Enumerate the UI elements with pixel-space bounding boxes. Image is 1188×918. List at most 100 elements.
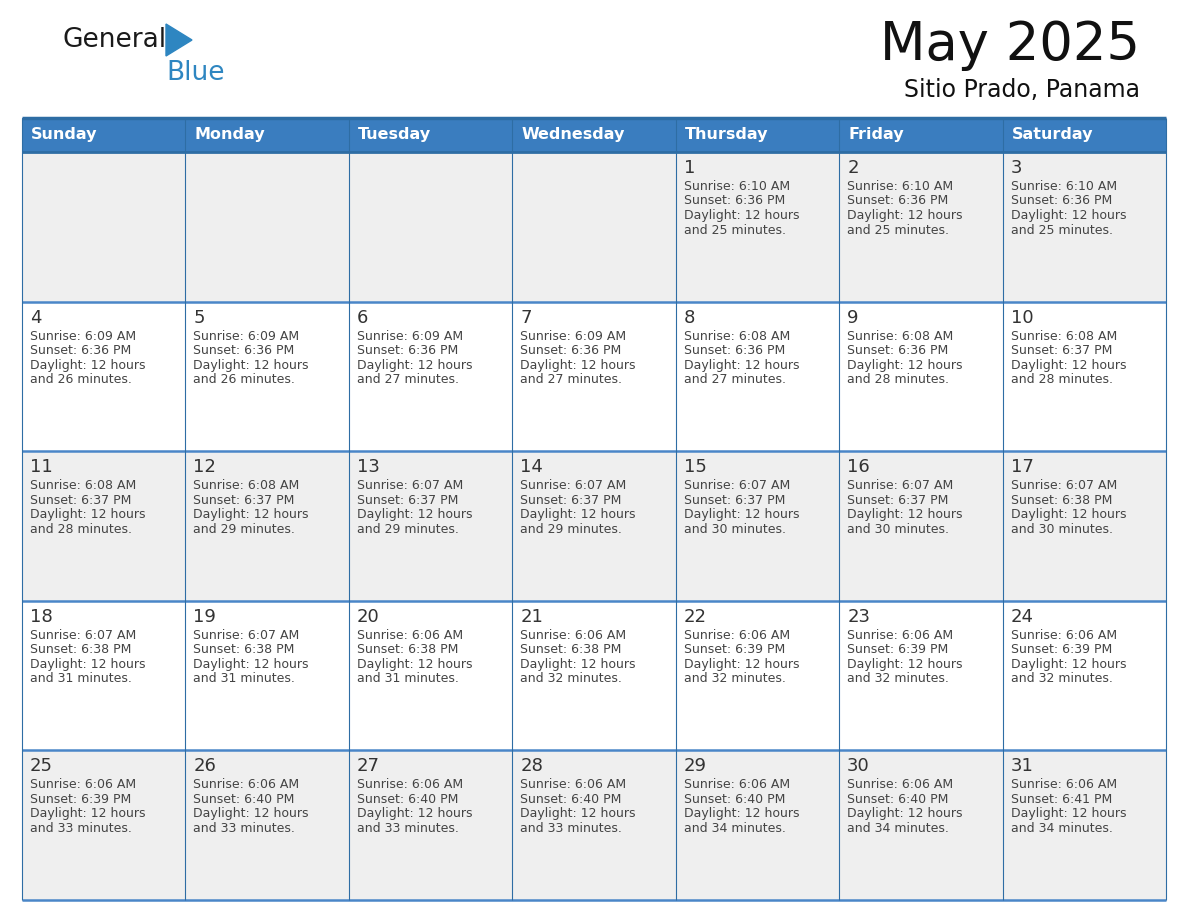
Bar xyxy=(23,600,185,750)
Text: 1: 1 xyxy=(684,159,695,177)
Bar xyxy=(1003,152,1165,302)
Text: Daylight: 12 hours: Daylight: 12 hours xyxy=(194,808,309,821)
Text: Daylight: 12 hours: Daylight: 12 hours xyxy=(356,509,473,521)
Text: 18: 18 xyxy=(30,608,52,626)
Text: Daylight: 12 hours: Daylight: 12 hours xyxy=(1011,209,1126,222)
Text: Sunrise: 6:06 AM: Sunrise: 6:06 AM xyxy=(1011,629,1117,642)
Bar xyxy=(512,452,676,600)
Bar xyxy=(512,152,676,302)
Text: Daylight: 12 hours: Daylight: 12 hours xyxy=(847,808,962,821)
Text: Sunday: Sunday xyxy=(31,128,97,142)
Text: and 30 minutes.: and 30 minutes. xyxy=(684,522,785,536)
Text: Sunrise: 6:08 AM: Sunrise: 6:08 AM xyxy=(847,330,954,342)
Text: 7: 7 xyxy=(520,308,532,327)
Bar xyxy=(1003,750,1165,900)
Bar xyxy=(839,302,1003,452)
Text: Sunrise: 6:07 AM: Sunrise: 6:07 AM xyxy=(684,479,790,492)
Text: and 25 minutes.: and 25 minutes. xyxy=(847,223,949,237)
Text: Sunrise: 6:07 AM: Sunrise: 6:07 AM xyxy=(194,629,299,642)
Text: 24: 24 xyxy=(1011,608,1034,626)
Text: Daylight: 12 hours: Daylight: 12 hours xyxy=(847,509,962,521)
Text: Daylight: 12 hours: Daylight: 12 hours xyxy=(684,509,800,521)
Text: Sunset: 6:37 PM: Sunset: 6:37 PM xyxy=(684,494,785,507)
Text: Sunrise: 6:09 AM: Sunrise: 6:09 AM xyxy=(356,330,463,342)
Text: Sunset: 6:36 PM: Sunset: 6:36 PM xyxy=(194,344,295,357)
Bar xyxy=(676,118,839,152)
Bar xyxy=(23,452,185,600)
Text: and 25 minutes.: and 25 minutes. xyxy=(1011,223,1113,237)
Text: Sitio Prado, Panama: Sitio Prado, Panama xyxy=(904,78,1140,102)
Text: and 29 minutes.: and 29 minutes. xyxy=(194,522,296,536)
Text: Daylight: 12 hours: Daylight: 12 hours xyxy=(1011,509,1126,521)
Text: and 32 minutes.: and 32 minutes. xyxy=(847,672,949,686)
Text: Sunrise: 6:06 AM: Sunrise: 6:06 AM xyxy=(520,778,626,791)
Text: Sunrise: 6:06 AM: Sunrise: 6:06 AM xyxy=(356,629,463,642)
Text: Sunset: 6:39 PM: Sunset: 6:39 PM xyxy=(1011,644,1112,656)
Bar xyxy=(1003,302,1165,452)
Text: and 29 minutes.: and 29 minutes. xyxy=(356,522,459,536)
Text: and 31 minutes.: and 31 minutes. xyxy=(356,672,459,686)
Bar xyxy=(839,600,1003,750)
Text: Sunset: 6:38 PM: Sunset: 6:38 PM xyxy=(30,644,132,656)
Text: Daylight: 12 hours: Daylight: 12 hours xyxy=(194,509,309,521)
Text: Sunset: 6:36 PM: Sunset: 6:36 PM xyxy=(684,344,785,357)
Bar xyxy=(349,302,512,452)
Text: and 33 minutes.: and 33 minutes. xyxy=(356,822,459,834)
Text: Sunrise: 6:07 AM: Sunrise: 6:07 AM xyxy=(356,479,463,492)
Bar xyxy=(1003,452,1165,600)
Text: Thursday: Thursday xyxy=(684,128,769,142)
Text: 5: 5 xyxy=(194,308,204,327)
Text: Sunrise: 6:10 AM: Sunrise: 6:10 AM xyxy=(1011,180,1117,193)
Bar xyxy=(839,118,1003,152)
Text: Sunset: 6:36 PM: Sunset: 6:36 PM xyxy=(847,195,948,207)
Text: 27: 27 xyxy=(356,757,380,776)
Text: and 28 minutes.: and 28 minutes. xyxy=(847,373,949,386)
Text: Sunset: 6:38 PM: Sunset: 6:38 PM xyxy=(1011,494,1112,507)
Text: Sunrise: 6:06 AM: Sunrise: 6:06 AM xyxy=(194,778,299,791)
Text: Sunset: 6:37 PM: Sunset: 6:37 PM xyxy=(1011,344,1112,357)
Text: 8: 8 xyxy=(684,308,695,327)
Bar xyxy=(676,152,839,302)
Bar xyxy=(349,452,512,600)
Text: Sunrise: 6:06 AM: Sunrise: 6:06 AM xyxy=(30,778,137,791)
Text: Daylight: 12 hours: Daylight: 12 hours xyxy=(847,359,962,372)
Text: 10: 10 xyxy=(1011,308,1034,327)
Text: Daylight: 12 hours: Daylight: 12 hours xyxy=(684,808,800,821)
Bar xyxy=(185,452,349,600)
Bar xyxy=(185,600,349,750)
Text: 26: 26 xyxy=(194,757,216,776)
Text: Daylight: 12 hours: Daylight: 12 hours xyxy=(30,808,145,821)
Text: Sunset: 6:36 PM: Sunset: 6:36 PM xyxy=(356,344,459,357)
Text: Daylight: 12 hours: Daylight: 12 hours xyxy=(30,658,145,671)
Text: and 32 minutes.: and 32 minutes. xyxy=(684,672,785,686)
Text: and 34 minutes.: and 34 minutes. xyxy=(1011,822,1112,834)
Text: 9: 9 xyxy=(847,308,859,327)
Bar xyxy=(676,600,839,750)
Text: and 33 minutes.: and 33 minutes. xyxy=(520,822,623,834)
Bar xyxy=(349,750,512,900)
Text: 4: 4 xyxy=(30,308,42,327)
Text: 13: 13 xyxy=(356,458,380,476)
Text: 22: 22 xyxy=(684,608,707,626)
Text: Sunset: 6:40 PM: Sunset: 6:40 PM xyxy=(194,793,295,806)
Bar xyxy=(185,118,349,152)
Text: 30: 30 xyxy=(847,757,870,776)
Text: Daylight: 12 hours: Daylight: 12 hours xyxy=(356,658,473,671)
Text: and 27 minutes.: and 27 minutes. xyxy=(520,373,623,386)
Bar xyxy=(676,750,839,900)
Text: Sunrise: 6:10 AM: Sunrise: 6:10 AM xyxy=(847,180,953,193)
Text: Sunrise: 6:07 AM: Sunrise: 6:07 AM xyxy=(1011,479,1117,492)
Text: Daylight: 12 hours: Daylight: 12 hours xyxy=(356,359,473,372)
Text: Sunset: 6:39 PM: Sunset: 6:39 PM xyxy=(847,644,948,656)
Text: Sunrise: 6:07 AM: Sunrise: 6:07 AM xyxy=(30,629,137,642)
Text: 12: 12 xyxy=(194,458,216,476)
Text: Daylight: 12 hours: Daylight: 12 hours xyxy=(684,658,800,671)
Text: 6: 6 xyxy=(356,308,368,327)
Text: and 30 minutes.: and 30 minutes. xyxy=(847,522,949,536)
Bar xyxy=(185,750,349,900)
Text: and 34 minutes.: and 34 minutes. xyxy=(684,822,785,834)
Text: Sunrise: 6:09 AM: Sunrise: 6:09 AM xyxy=(30,330,137,342)
Text: Daylight: 12 hours: Daylight: 12 hours xyxy=(520,359,636,372)
Text: Blue: Blue xyxy=(166,60,225,86)
Text: 16: 16 xyxy=(847,458,870,476)
